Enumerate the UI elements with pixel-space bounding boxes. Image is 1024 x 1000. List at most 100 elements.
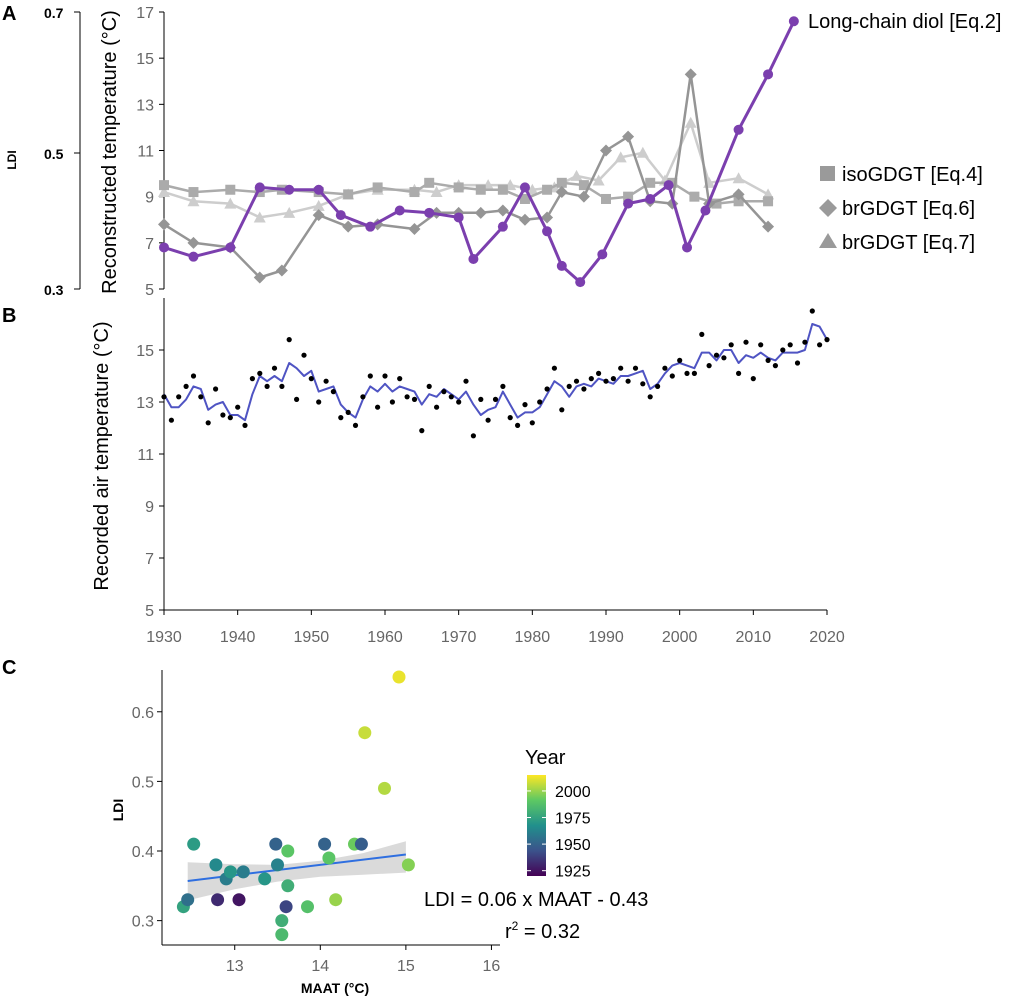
ldi-maat-point <box>281 879 295 893</box>
ldi-maat-point <box>401 858 415 872</box>
series-point-iso <box>711 198 722 209</box>
panel-a-y-tick-label: 11 <box>137 144 154 161</box>
panel-b-x-tick-label: 1930 <box>146 629 182 646</box>
diol-series-label: Long-chain diol [Eq.2] <box>808 11 1001 33</box>
panel-a-y-ticks: 5 7 9 11 13 15 17 <box>136 5 164 299</box>
ldi-maat-point <box>322 851 336 865</box>
annual-temperature-point <box>669 373 675 379</box>
panel-a-y-tick-label: 13 <box>136 97 154 114</box>
ldi-maat-point <box>275 928 289 942</box>
ldi-maat-point <box>358 726 372 740</box>
annual-temperature-point <box>330 389 336 395</box>
series-point-diol <box>663 180 674 191</box>
annual-temperature-point <box>448 394 454 400</box>
series-point-iso <box>519 193 530 204</box>
series-point-iso <box>475 184 486 195</box>
series-point-diol <box>188 251 199 262</box>
panel-label-c: C <box>2 657 16 679</box>
panel-b-x-tick-label: 2000 <box>662 629 698 646</box>
panel-c-x-tick-label: 14 <box>311 958 329 975</box>
panel-b-x-tick-label: 2010 <box>736 629 772 646</box>
series-point-diol <box>623 198 634 209</box>
annual-temperature-point <box>750 376 756 382</box>
series-point-br7 <box>570 169 583 181</box>
annual-temperature-point <box>632 365 639 371</box>
panel-b-y-tick-label: 7 <box>145 551 154 568</box>
series-point-br6 <box>312 209 325 222</box>
series-point-br7 <box>283 206 296 218</box>
series-point-br6 <box>600 144 612 157</box>
colorbar-title: Year <box>525 747 566 769</box>
legend-triangle-marker <box>819 233 837 248</box>
series-point-diol <box>335 210 346 221</box>
series-point-diol <box>313 184 324 195</box>
ldi-maat-point <box>318 837 332 851</box>
annual-temperature-point <box>802 339 808 345</box>
panel-c-x-tick-label: 13 <box>226 958 244 975</box>
series-point-diol <box>763 69 774 80</box>
panel-c-points <box>176 670 415 942</box>
series-point-br6 <box>474 206 487 219</box>
panel-c-y-tick-label: 0.3 <box>132 914 154 931</box>
panel-b-y-tick-label: 9 <box>145 499 154 516</box>
series-point-br6 <box>541 211 554 224</box>
series-point-iso <box>623 191 634 202</box>
colorbar-ticks: 2000 1975 1950 1925 <box>527 784 591 881</box>
panel-b-x-tick-label: 2020 <box>809 629 845 646</box>
annual-temperature-point <box>426 383 432 389</box>
panel-a-y-tick-label: 7 <box>145 236 154 253</box>
ldi-maat-point <box>354 837 368 851</box>
r-squared-symbol: r <box>505 921 512 943</box>
panel-b-x-tick-label: 1940 <box>220 629 256 646</box>
annual-temperature-point <box>699 331 705 337</box>
annual-temperature-point <box>382 373 388 379</box>
annual-temperature-point <box>573 378 580 384</box>
r-squared: r2 = 0.32 <box>505 919 580 943</box>
panel-c-x-axis-label: MAAT (°C) <box>301 980 369 996</box>
series-point-iso <box>578 180 589 191</box>
annual-temperature-point <box>794 360 801 366</box>
panel-b-series <box>161 308 830 439</box>
series-point-iso <box>159 180 169 191</box>
annual-temperature-point <box>618 365 624 371</box>
annual-temperature-point <box>713 352 720 358</box>
series-point-br7 <box>526 183 539 195</box>
legend-label-isogdgt: isoGDGT [Eq.4] <box>842 164 983 186</box>
panel-b-y-ticks: 5 7 9 11 13 15 <box>136 343 164 620</box>
panel-b-x-tick-label: 1990 <box>588 629 624 646</box>
annual-temperature-point <box>198 394 204 400</box>
annual-temperature-point <box>684 370 690 376</box>
series-point-br7 <box>614 151 627 163</box>
series-point-br7 <box>187 195 200 207</box>
annual-temperature-point <box>294 396 300 402</box>
ldi-maat-point <box>281 844 295 858</box>
series-point-diol <box>597 249 608 260</box>
annual-temperature-point <box>235 404 241 410</box>
series-point-br6 <box>496 204 509 217</box>
annual-temperature-point <box>662 365 668 371</box>
annual-temperature-point <box>507 415 513 421</box>
series-point-iso <box>733 196 744 207</box>
series-point-iso <box>188 187 199 198</box>
annual-temperature-point <box>183 383 189 389</box>
series-point-diol <box>225 242 236 253</box>
annual-temperature-point <box>190 373 197 379</box>
colorbar-tick-label: 1975 <box>555 811 591 828</box>
legend-diamond-marker <box>819 199 837 217</box>
annual-temperature-point <box>721 355 727 361</box>
series-point-iso <box>225 184 236 195</box>
legend-label-brgdgt-eq6: brGDGT [Eq.6] <box>842 198 975 220</box>
annual-temperature-point <box>809 308 815 314</box>
panel-b-y-tick-label: 13 <box>136 395 154 412</box>
annual-temperature-point <box>647 394 653 400</box>
panel-label-b: B <box>2 305 16 327</box>
ldi-maat-point <box>236 865 250 879</box>
ldi-maat-point <box>211 893 225 907</box>
panel-b-x-tick-label: 1970 <box>441 629 477 646</box>
series-point-diol <box>519 182 530 193</box>
annual-temperature-point <box>411 396 418 402</box>
annual-temperature-point <box>706 363 712 369</box>
annual-temperature-point <box>345 409 351 415</box>
ldi-tick-label-0.7: 0.7 <box>44 5 64 21</box>
annual-temperature-point <box>559 407 565 413</box>
